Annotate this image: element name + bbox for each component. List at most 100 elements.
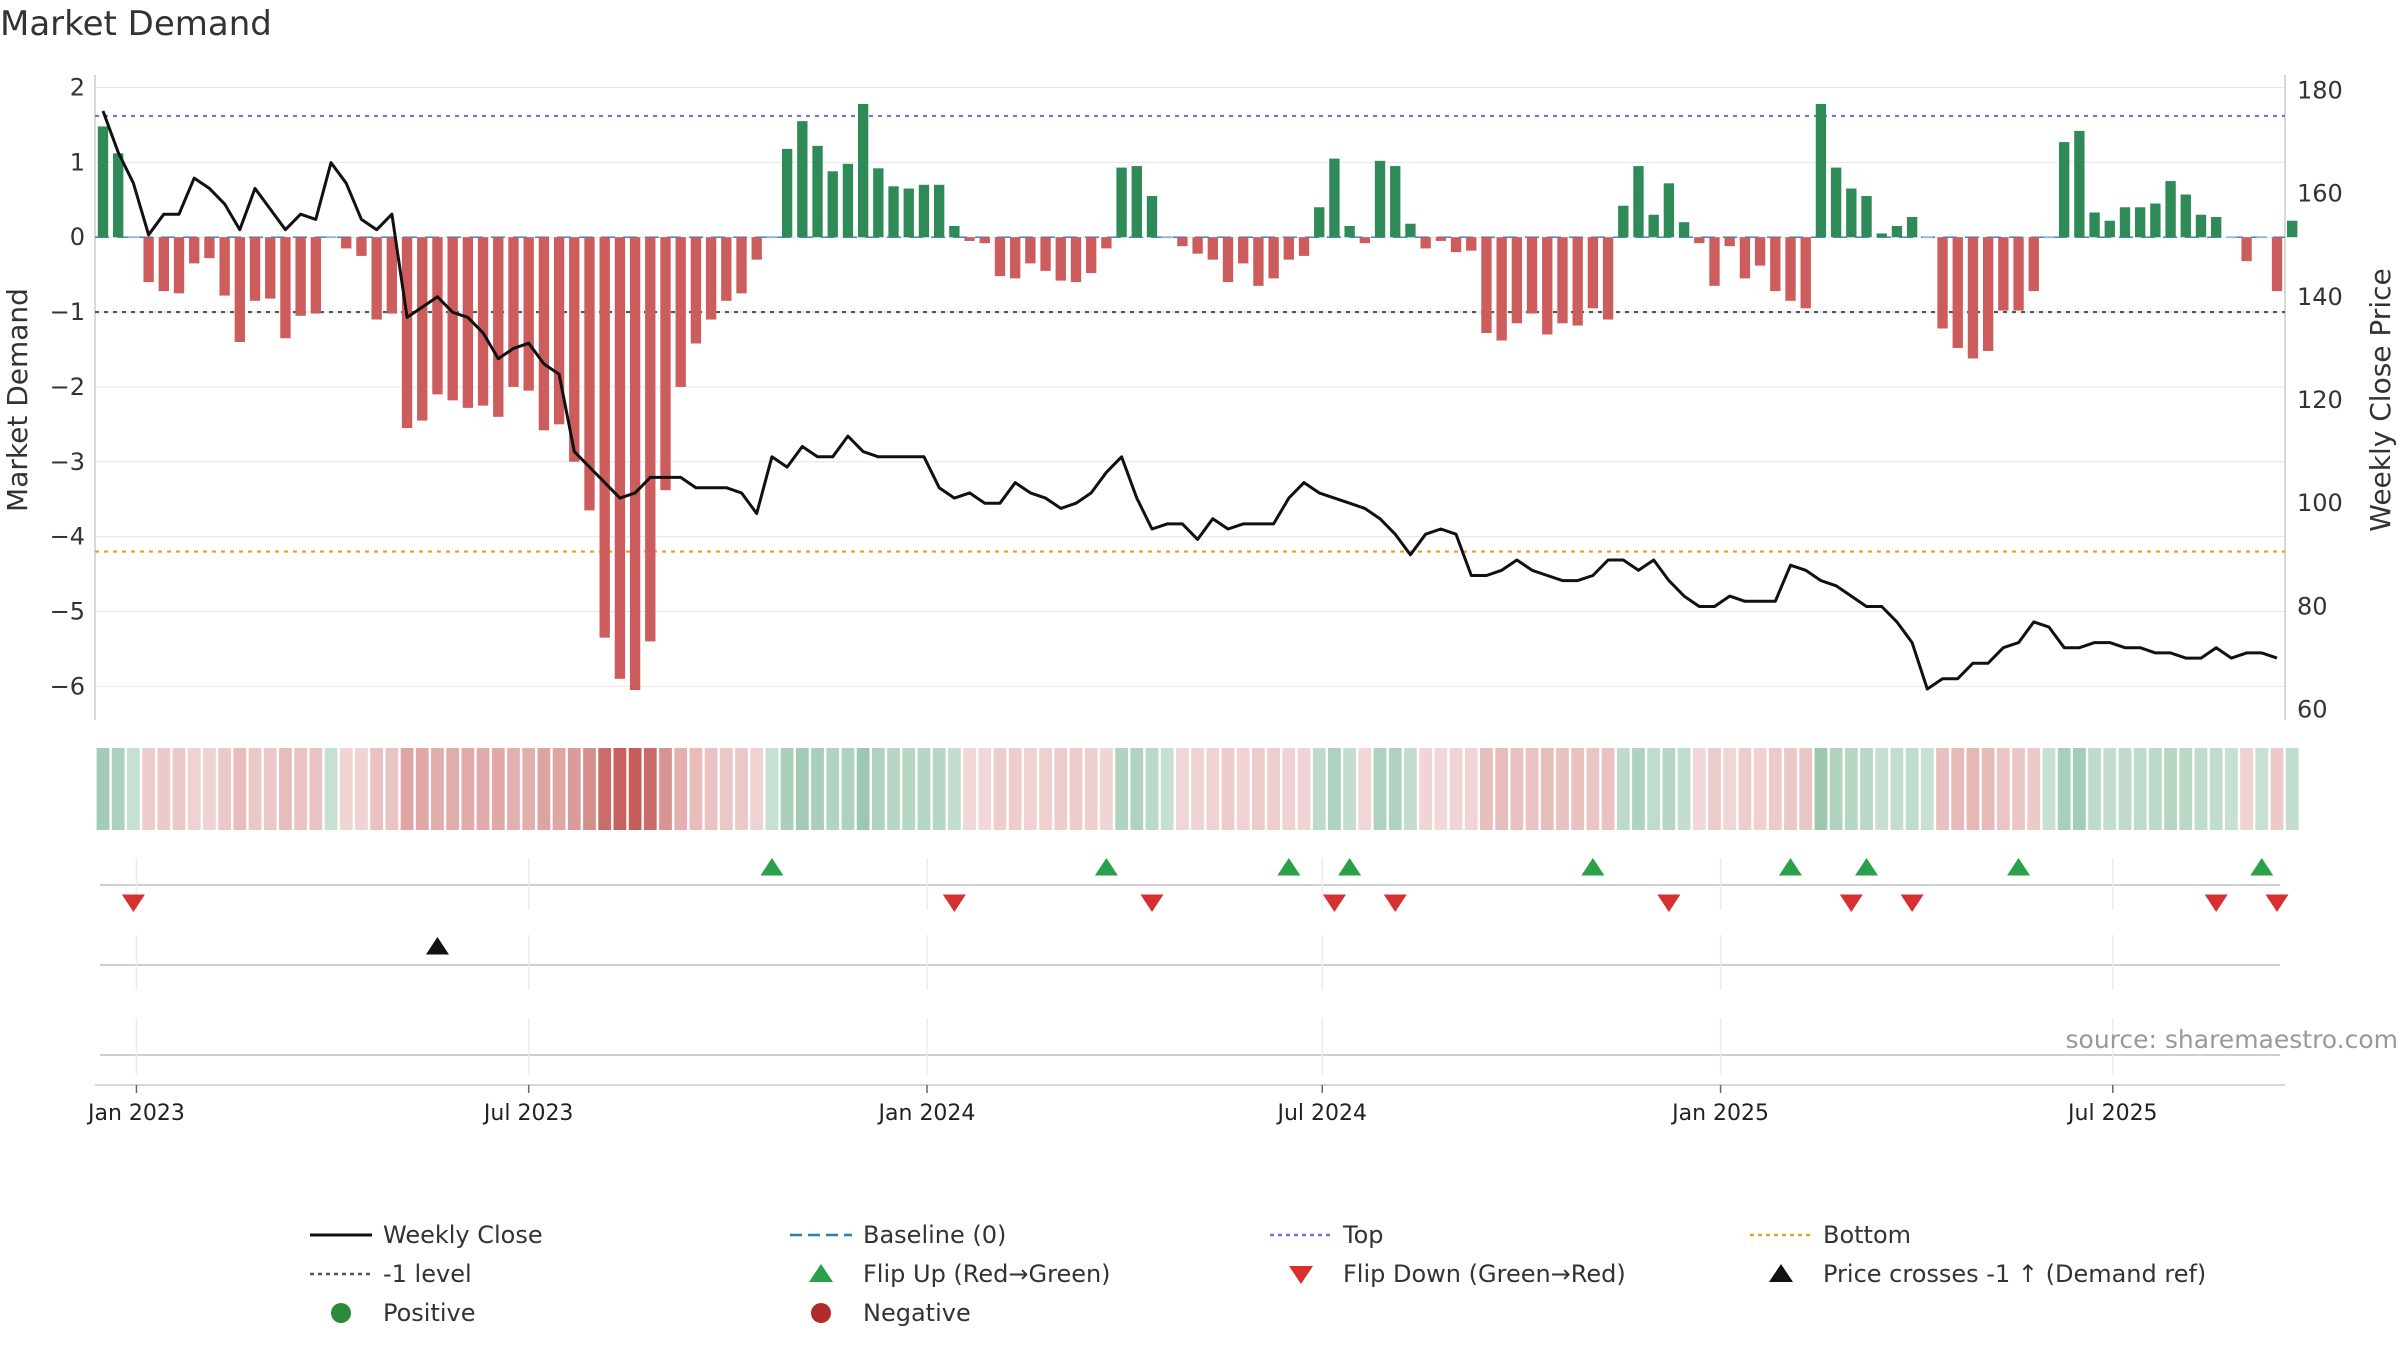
- demand-bar: [462, 237, 474, 408]
- demand-bar: [812, 145, 823, 238]
- flip-up-marker: [2250, 858, 2274, 876]
- flip-up-marker: [1581, 858, 1605, 876]
- heat-cell: [1297, 748, 1311, 830]
- heat-cell: [309, 748, 323, 830]
- demand-bar: [857, 103, 869, 238]
- demand-bar: [2089, 212, 2100, 238]
- source-note: source: sharemaestro.com: [2066, 1025, 2399, 1054]
- flip-up-marker: [2007, 858, 2031, 876]
- legend-item: Positive: [331, 1299, 476, 1327]
- flip-down-marker: [1140, 894, 1164, 912]
- legend-swatch: [331, 1303, 351, 1323]
- demand-bar: [2226, 236, 2237, 239]
- demand-bar: [1815, 103, 1827, 238]
- demand-bar: [721, 237, 732, 301]
- y2tick-label: 80: [2297, 592, 2328, 620]
- heat-cell: [1753, 748, 1767, 830]
- demand-bar: [1162, 236, 1173, 239]
- demand-bar: [994, 237, 1006, 277]
- heat-cell: [1844, 748, 1858, 830]
- heat-cell: [461, 748, 475, 830]
- y2tick-label: 100: [2297, 489, 2343, 517]
- demand-bar: [1466, 237, 1477, 251]
- heat-cell: [1480, 748, 1493, 830]
- demand-bar: [2271, 237, 2283, 292]
- flip-down-marker: [2204, 894, 2228, 912]
- heat-cell: [1784, 748, 1797, 830]
- heat-cell: [552, 748, 566, 830]
- heat-cell: [947, 748, 961, 830]
- demand-bar: [690, 237, 702, 344]
- heat-cell: [735, 748, 748, 830]
- demand-bar: [933, 184, 945, 238]
- flip-down-marker: [1839, 894, 1863, 912]
- legend-label: Flip Up (Red→Green): [863, 1260, 1111, 1288]
- demand-bar: [1070, 237, 1082, 283]
- legend-label: Top: [1342, 1221, 1384, 1249]
- heat-cell: [2240, 748, 2253, 830]
- y2tick-label: 160: [2297, 180, 2343, 208]
- demand-bar: [903, 188, 914, 238]
- heat-cell: [248, 748, 262, 830]
- price-cross-marker: [425, 937, 449, 955]
- demand-bar: [1618, 205, 1629, 238]
- demand-bar: [1283, 237, 1294, 260]
- demand-bar: [1526, 237, 1538, 314]
- demand-bar: [1131, 166, 1142, 238]
- demand-bar: [1922, 236, 1933, 239]
- heat-cell: [1571, 748, 1585, 830]
- demand-bar: [356, 237, 367, 256]
- heat-cell: [2179, 748, 2193, 830]
- xtick-label: Jan 2024: [877, 1101, 976, 1126]
- heat-cell: [2057, 748, 2071, 830]
- demand-bar: [432, 237, 443, 395]
- demand-bar: [325, 236, 337, 239]
- weekly-close-line: [101, 110, 2278, 691]
- heat-cell: [643, 748, 657, 830]
- heat-cell: [1723, 748, 1737, 830]
- demand-bar: [523, 237, 534, 391]
- heat-cell: [279, 748, 292, 830]
- demand-bar: [493, 237, 504, 417]
- legend-item: -1 level: [310, 1260, 472, 1288]
- heat-cell: [1495, 748, 1509, 830]
- heat-cell: [1875, 748, 1889, 830]
- heat-cell: [2209, 748, 2223, 830]
- heat-cell: [1525, 748, 1539, 830]
- heat-cell: [294, 748, 308, 830]
- demand-bar: [1222, 237, 1234, 283]
- heat-cell: [1951, 748, 1965, 830]
- flip-up-marker: [1779, 858, 1803, 876]
- demand-bar: [1678, 222, 1690, 238]
- heat-cell: [1996, 748, 2010, 830]
- heat-cell: [1115, 748, 1128, 830]
- heat-cell: [96, 748, 110, 830]
- demand-bar: [1055, 237, 1066, 281]
- heat-cell: [1920, 748, 1934, 830]
- demand-bar: [1739, 237, 1751, 279]
- heat-cell: [400, 748, 414, 830]
- demand-bar: [2180, 194, 2191, 238]
- demand-bar: [2195, 214, 2207, 238]
- flip-down-marker: [1657, 894, 1681, 912]
- demand-bar: [2074, 130, 2085, 238]
- demand-bar: [1724, 237, 1735, 247]
- heat-cell: [2285, 748, 2299, 830]
- legend-swatch: [1289, 1266, 1313, 1284]
- heat-cell: [2194, 748, 2208, 830]
- heat-cell: [719, 748, 733, 830]
- heat-cell: [1069, 748, 1083, 830]
- heat-cell: [1814, 748, 1828, 830]
- heat-cell: [385, 748, 399, 830]
- heat-cell: [1358, 748, 1372, 830]
- heat-cell: [1799, 748, 1813, 830]
- heat-cell: [795, 748, 809, 830]
- demand-bar: [371, 237, 382, 320]
- demand-bar: [949, 225, 960, 238]
- demand-bar: [1192, 237, 1203, 254]
- demand-bar: [204, 237, 215, 259]
- demand-bar: [158, 237, 169, 292]
- flip-down-marker: [1383, 894, 1407, 912]
- demand-bar: [249, 237, 261, 301]
- heat-cell: [841, 748, 855, 830]
